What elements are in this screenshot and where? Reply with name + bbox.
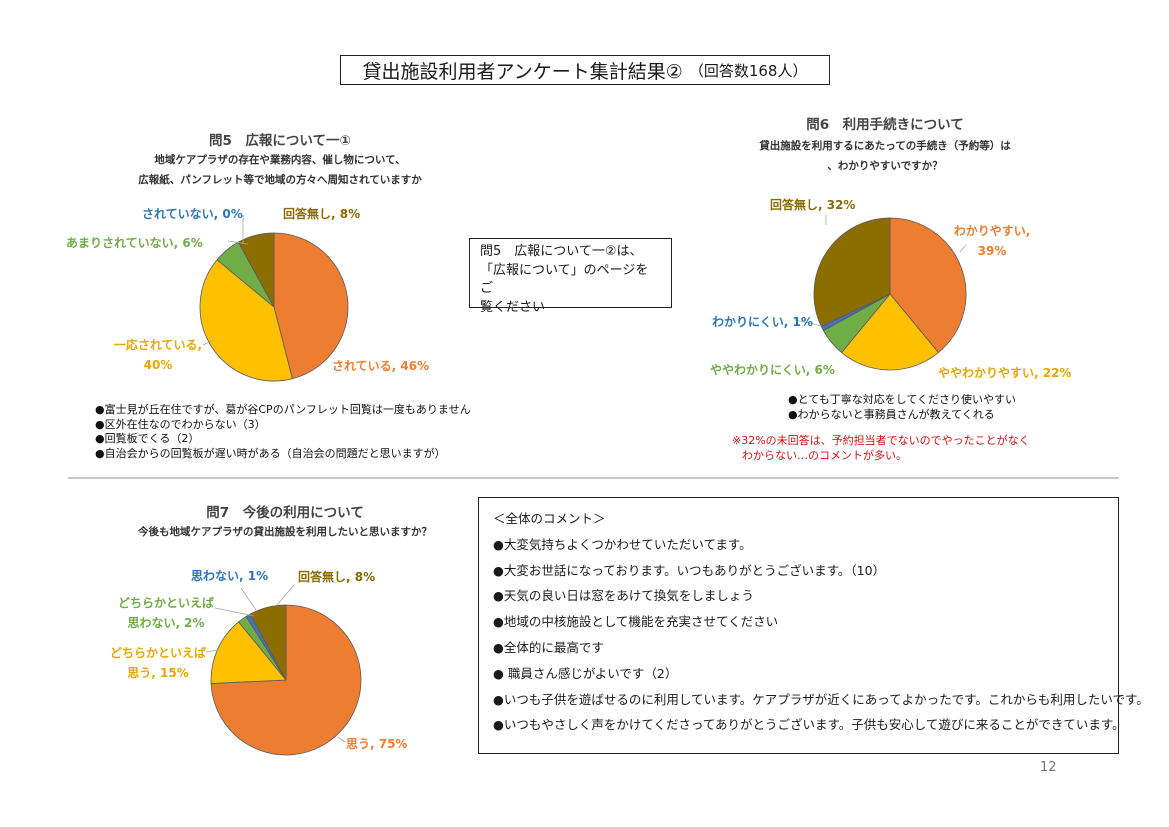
- q5-label-somewhat-line: 40%: [143, 358, 173, 372]
- q6-title: 問6 利用手続きについて: [806, 117, 964, 133]
- q5-comment: ●区外在住なのでわからない（3）: [95, 417, 266, 431]
- comment-item: ●全体的に最高です: [493, 639, 604, 655]
- leader-line: [276, 584, 295, 606]
- q5-label-yes: されている, 46%: [332, 359, 430, 373]
- q5-comment: ●回覧板でくる（2）: [95, 432, 200, 445]
- pie-slice-2: [210, 621, 287, 684]
- q7-description-line: 今後も地域ケアプラザの貸出施設を利用したいと思いますか？: [138, 526, 432, 538]
- q6-label-no-answer: 回答無し, 32%: [770, 198, 856, 212]
- q5-label-somewhat: 一応されている, 40%: [108, 335, 208, 375]
- q6-label-fairly-hard: ややわかりにくい, 6%: [710, 363, 835, 377]
- pie-slice-1: [889, 217, 967, 354]
- q6-label-hard: わかりにくい, 1%: [712, 315, 813, 329]
- pie-slice-5: [813, 217, 891, 327]
- section-divider: [68, 477, 1119, 479]
- q5-comment: ●富士見が丘在住ですが、葛が谷CPのパンフレット回覧は一度もありません: [95, 403, 471, 416]
- pie-slice-1: [210, 604, 362, 756]
- q5-label-somewhat-line: 一応されている,: [113, 338, 203, 352]
- q6-description: 貸出施設を利用するにあたっての手続き（予約等）は 、わかりやすいですか？: [690, 136, 1080, 176]
- leader-lines: [202, 215, 967, 743]
- q5-description-line: 地域ケアプラザの存在や業務内容、催し物について、: [154, 154, 406, 166]
- q7-description: 今後も地域ケアプラザの貸出施設を利用したいと思いますか？: [100, 522, 470, 542]
- comment-item: ●天気の良い日は窓をあけて換気をしましょう: [493, 588, 754, 604]
- q7-pie-chart: [210, 604, 362, 756]
- leader-line: [227, 240, 249, 245]
- q7-label-yes: 思う, 75%: [346, 737, 408, 751]
- comment-item: ●大変気持ちよくつかわせていただいてます。: [493, 536, 752, 552]
- comment-item: ●地域の中核施設として機能を充実させてください: [493, 614, 779, 630]
- q5-followup-note: 問5 広報について一②は、 「広報について」のページをご 覧ください: [469, 238, 672, 315]
- q5-label-rarely: あまりされていない, 6%: [66, 236, 203, 250]
- q6-label-easy-line: 39%: [977, 244, 1007, 258]
- q6-red-note: ※32%の未回答は、予約担当者でないのでやったことがなく わからない…のコメント…: [732, 433, 1030, 463]
- pie-slice-1: [273, 232, 349, 380]
- leader-line: [337, 736, 346, 743]
- leader-line: [794, 319, 823, 327]
- page-number: 12: [1040, 760, 1057, 775]
- q6-label-fairly-easy: ややわかりやすい, 22%: [938, 366, 1072, 380]
- q7-label-somewhat-yes-line: どちらかといえば: [109, 646, 206, 660]
- page-subtitle: （回答数168人）: [688, 61, 808, 80]
- q7-label-no: 思わない, 1%: [191, 569, 269, 583]
- pie-slice-2: [840, 293, 940, 371]
- q5-title: 問5 広報について一①: [209, 133, 351, 149]
- q6-description-line: 貸出施設を利用するにあたっての手続き（予約等）は: [759, 140, 1011, 152]
- q5-label-no-answer: 回答無し, 8%: [283, 207, 361, 221]
- page-title: 貸出施設利用者アンケート集計結果②: [362, 60, 683, 83]
- q5-comment-list: ●富士見が丘在住ですが、葛が谷CPのパンフレット回覧は一度もありません ●区外在…: [95, 403, 471, 461]
- q7-label-no-answer: 回答無し, 8%: [298, 570, 376, 584]
- q5-description-line: 広報紙、パンフレット等で地域の方々へ周知されていますか: [138, 174, 422, 186]
- overall-comments-box: ＜全体のコメント＞ ●大変気持ちよくつかわせていただいてます。 ●大変お世話にな…: [478, 497, 1149, 754]
- q7-label-somewhat-yes-line: 思う, 15%: [127, 666, 189, 680]
- q6-comment-list: ●とても丁寧な対応をしてくださり使いやすい ●わからないと事務員さんが教えてくれ…: [788, 393, 1016, 422]
- q7-label-somewhat-no: どちらかといえば 思わない, 2%: [116, 593, 216, 633]
- comment-item: ●いつもやさしく声をかけてくださってありがとうございます。子供も安心して遊びに来…: [493, 717, 1125, 733]
- q7-label-somewhat-yes: どちらかといえば 思う, 15%: [108, 643, 208, 683]
- comments-heading: ＜全体のコメント＞: [493, 511, 606, 526]
- q5-pie-chart: [199, 232, 349, 382]
- page-title-box: 貸出施設利用者アンケート集計結果② （回答数168人）: [340, 55, 830, 85]
- q6-label-easy-line: わかりやすい,: [953, 224, 1031, 238]
- q6-comment: ●わからないと事務員さんが教えてくれる: [788, 407, 995, 421]
- leader-line: [214, 607, 255, 617]
- q6-description-line: 、わかりやすいですか？: [827, 160, 943, 172]
- q5-comment: ●自治会からの回覧板が遅い時がある（自治会の問題だと思いますが）: [95, 446, 446, 460]
- q5-label-not: されていない, 0%: [142, 207, 243, 221]
- pie-slice-2: [199, 259, 293, 382]
- q6-label-easy: わかりやすい, 39%: [947, 221, 1037, 261]
- q6-pie-chart: [813, 217, 967, 371]
- comment-item: ● 職員さん感じがよいです（2）: [493, 665, 678, 681]
- q7-title: 問7 今後の利用について: [206, 505, 364, 521]
- leader-line: [240, 587, 257, 611]
- note-line: 覧ください: [480, 299, 546, 315]
- pie-slice-5: [249, 604, 287, 681]
- leader-line: [202, 339, 214, 346]
- leader-line: [959, 244, 967, 253]
- comment-item: ●いつも子供を遊ばせるのに利用しています。ケアプラザが近くにあってよかったです。…: [493, 691, 1149, 707]
- q7-label-somewhat-no-line: どちらかといえば: [117, 596, 214, 610]
- leader-line: [205, 649, 219, 653]
- red-note-line: わからない…のコメントが多い。: [742, 449, 907, 462]
- note-line: 「広報について」のページをご: [480, 262, 649, 297]
- q7-label-somewhat-no-line: 思わない, 2%: [127, 616, 205, 630]
- red-note-line: ※32%の未回答は、予約担当者でないのでやったことがなく: [732, 434, 1030, 447]
- q5-description: 地域ケアプラザの存在や業務内容、催し物について、 広報紙、パンフレット等で地域の…: [95, 150, 465, 190]
- comment-item: ●大変お世話になっております。いつもありがとうございます。（10）: [493, 562, 886, 578]
- q6-comment: ●とても丁寧な対応をしてくださり使いやすい: [788, 393, 1017, 406]
- note-line: 問5 広報について一②は、: [480, 244, 643, 259]
- pie-slice-5: [237, 232, 275, 308]
